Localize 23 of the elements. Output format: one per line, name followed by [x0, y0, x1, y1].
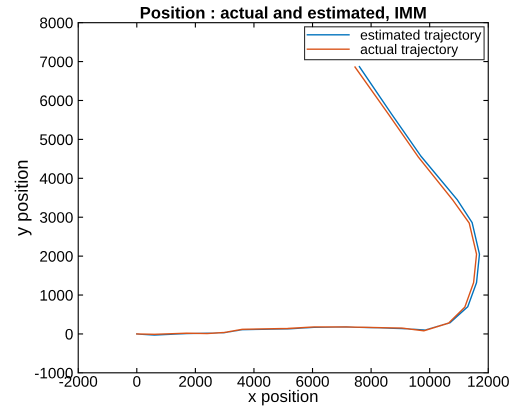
y-tick-label: 7000 [40, 56, 73, 68]
x-tick-label: 12000 [468, 376, 509, 387]
y-tick-label: 4000 [40, 173, 73, 184]
x-tick-label: -2000 [59, 376, 98, 387]
y-tick-label: 2000 [40, 250, 73, 262]
x-tick-label: 8000 [354, 376, 388, 387]
x-axis-title: x position [248, 390, 318, 406]
y-tick-label: 6000 [40, 95, 73, 106]
y-tick-label: -1000 [34, 368, 73, 379]
x-tick-label: 4000 [237, 376, 270, 387]
y-tick-label: 1000 [40, 290, 73, 301]
y-tick-label: 0 [65, 328, 73, 340]
x-tick-label: 0 [133, 376, 140, 387]
chart-title: Position : actual and estimated, IMM [140, 6, 426, 22]
y-tick-label: 3000 [40, 212, 73, 223]
x-tick-label: 2000 [179, 376, 212, 387]
x-tick-label: 6000 [296, 376, 329, 387]
legend-label: estimated trajectory [360, 30, 482, 43]
y-tick-label: 8000 [40, 18, 73, 28]
y-tick-label: 5000 [40, 134, 73, 146]
legend-label: actual trajectory [360, 44, 458, 57]
y-axis-title: y position [14, 160, 32, 236]
x-tick-label: 10000 [410, 376, 450, 387]
